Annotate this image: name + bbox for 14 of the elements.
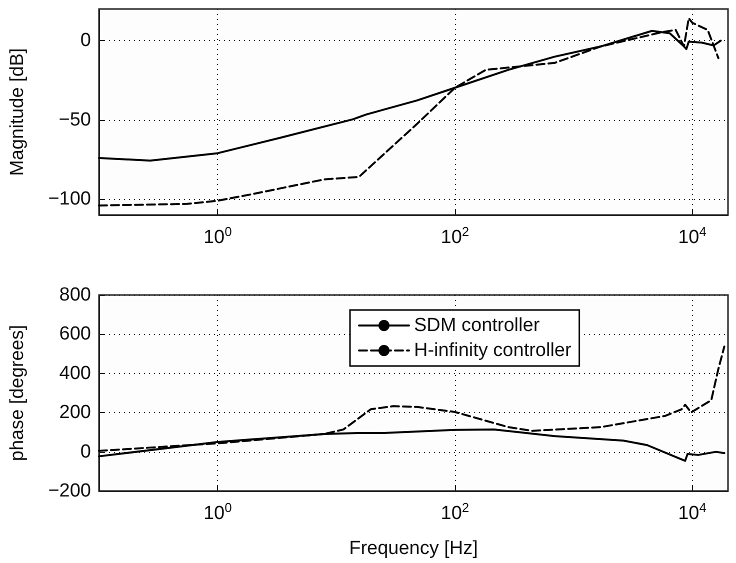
x-axis-title: Frequency [Hz] — [349, 538, 478, 559]
y-tick-label: 0 — [80, 441, 91, 462]
y-axis-title: Magnitude [dB] — [7, 48, 28, 176]
legend-label: SDM controller — [414, 315, 540, 336]
y-tick-label: 0 — [80, 30, 91, 52]
y-tick-label: −100 — [48, 188, 91, 210]
y-tick-label: 800 — [59, 284, 91, 306]
y-tick-label: −50 — [58, 109, 91, 130]
y-tick-label: 200 — [59, 402, 91, 424]
y-tick-label: 400 — [59, 362, 91, 384]
legend-label: H-infinity controller — [414, 340, 572, 361]
y-tick-label: −200 — [48, 480, 91, 502]
y-axis-title: phase [degrees] — [7, 324, 28, 462]
y-tick-label: 600 — [59, 324, 91, 345]
